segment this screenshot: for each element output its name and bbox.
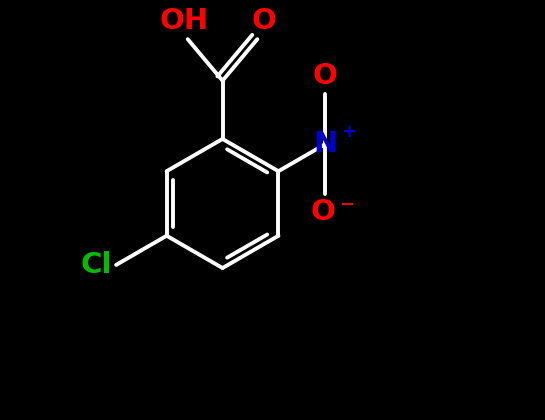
Text: +: + bbox=[341, 123, 356, 142]
Text: O: O bbox=[313, 62, 338, 90]
Text: −: − bbox=[339, 196, 354, 214]
Text: O: O bbox=[251, 7, 276, 35]
Text: N: N bbox=[313, 130, 337, 158]
Text: Cl: Cl bbox=[81, 251, 112, 279]
Text: OH: OH bbox=[159, 7, 208, 35]
Text: O: O bbox=[311, 198, 336, 226]
